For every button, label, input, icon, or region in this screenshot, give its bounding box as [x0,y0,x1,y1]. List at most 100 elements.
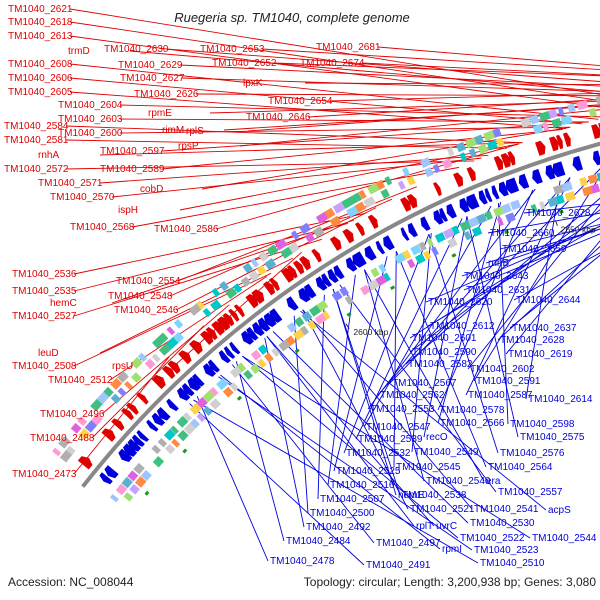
reverse-gene-arrow [383,235,395,251]
forward-gene-label: TM1040_2626 [134,89,199,100]
reverse-gene-arrow [304,283,317,299]
forward-gene-arrow [400,197,411,212]
reverse-gene-label: TM1040_2582 [408,359,473,370]
forward-label-connector [201,127,570,190]
forward-label-connector [179,64,600,87]
reverse-label-connector [505,240,600,355]
forward-gene-arrow [562,132,571,147]
feature-box [304,232,315,243]
forward-gene-label: trmD [68,46,90,57]
reverse-gene-label: TM1040_2541 [474,504,539,515]
reverse-gene-arrow [176,387,191,401]
feature-box [58,436,71,449]
forward-gene-label: TM1040_2546 [114,305,179,316]
forward-gene-label: TM1040_2548 [108,291,173,302]
reverse-gene-arrow [99,472,113,485]
forward-gene-arrow [121,407,134,421]
forward-gene-label: TM1040_2554 [116,276,181,287]
reverse-label-connector [461,228,600,277]
reverse-gene-label: rplT [416,521,433,532]
reverse-gene-arrow [484,188,493,203]
feature-box [349,192,363,204]
reverse-gene-arrow [203,363,217,377]
forward-gene-label: TM1040_2589 [100,164,165,175]
reverse-label-connector [363,205,492,428]
feature-box [130,372,142,383]
forward-gene-label: TM1040_2571 [38,178,103,189]
feature-box [402,249,412,260]
reverse-label-connector [409,209,600,353]
forward-gene-label: TM1040_2652 [212,58,277,69]
rna-tick [390,285,396,291]
feature-box [406,175,416,186]
feature-box [579,176,588,187]
forward-label-connector [273,62,600,77]
forward-gene-label: TM1040_2621 [8,4,73,15]
reverse-label-connector [437,201,502,424]
feature-box [196,396,208,409]
forward-gene-arrow [77,456,93,470]
reverse-label-connector [509,254,600,329]
feature-box [257,358,267,369]
feature-box [538,110,552,122]
reverse-gene-label: TM1040_2614 [528,394,593,405]
feature-box [196,300,205,310]
forward-gene-arrow [507,151,516,166]
forward-gene-label: TM1040_2581 [4,135,69,146]
feature-box [159,332,169,342]
reverse-gene-label: TM1040_2539 [358,434,423,445]
feature-box [367,182,380,195]
reverse-gene-label: TM1040_2637 [512,323,577,334]
forward-label-connector [69,77,583,125]
reverse-gene-label: TM1040_2564 [488,462,553,473]
forward-gene-arrow [355,222,365,237]
feature-box [363,196,376,208]
feature-box [495,137,505,148]
reverse-gene-arrow [400,227,410,241]
reverse-gene-label: TM1040_2619 [508,349,573,360]
forward-label-connector [91,325,205,439]
feature-box [77,416,88,427]
feature-box [431,246,439,256]
forward-gene-label: TM1040_2536 [12,269,77,280]
reverse-gene-arrow [156,406,171,421]
feature-box [271,347,281,358]
reverse-gene-arrow [491,185,500,200]
feature-box [210,299,222,312]
reverse-label-connector [264,337,305,528]
feature-box [134,476,147,488]
feature-box [596,172,600,182]
forward-gene-label: rimM [162,125,184,136]
reverse-label-connector [242,355,531,539]
feature-box [402,167,411,177]
feature-box [312,226,325,238]
forward-gene-arrow [111,418,125,432]
forward-label-connector [195,93,600,97]
feature-box [163,428,176,441]
forward-label-connector [361,62,600,76]
reverse-gene-arrow [511,177,520,192]
feature-box [127,470,139,482]
kbp-tick [555,219,558,226]
feature-box [322,310,331,320]
feature-box [530,203,538,214]
forward-gene-arrow [101,428,116,442]
feature-box [380,188,390,199]
feature-box [383,272,391,282]
feature-box [242,262,253,274]
feature-box [294,316,305,328]
reverse-gene-arrow [364,245,377,261]
feature-box [459,220,472,232]
feature-box [301,310,313,322]
reverse-gene-label: TM1040_2500 [310,508,375,519]
reverse-gene-arrow [446,203,457,219]
forward-gene-label: TM1040_2606 [8,73,73,84]
forward-label-connector [181,77,600,92]
reverse-gene-arrow [286,296,299,311]
feature-box [316,300,329,312]
reverse-label-connector [409,217,600,339]
reverse-gene-label: TM1040_2659 [502,244,567,255]
reverse-label-connector [363,269,485,482]
reverse-gene-label: rnhB [488,258,509,269]
forward-gene-label: rpmE [148,108,172,119]
